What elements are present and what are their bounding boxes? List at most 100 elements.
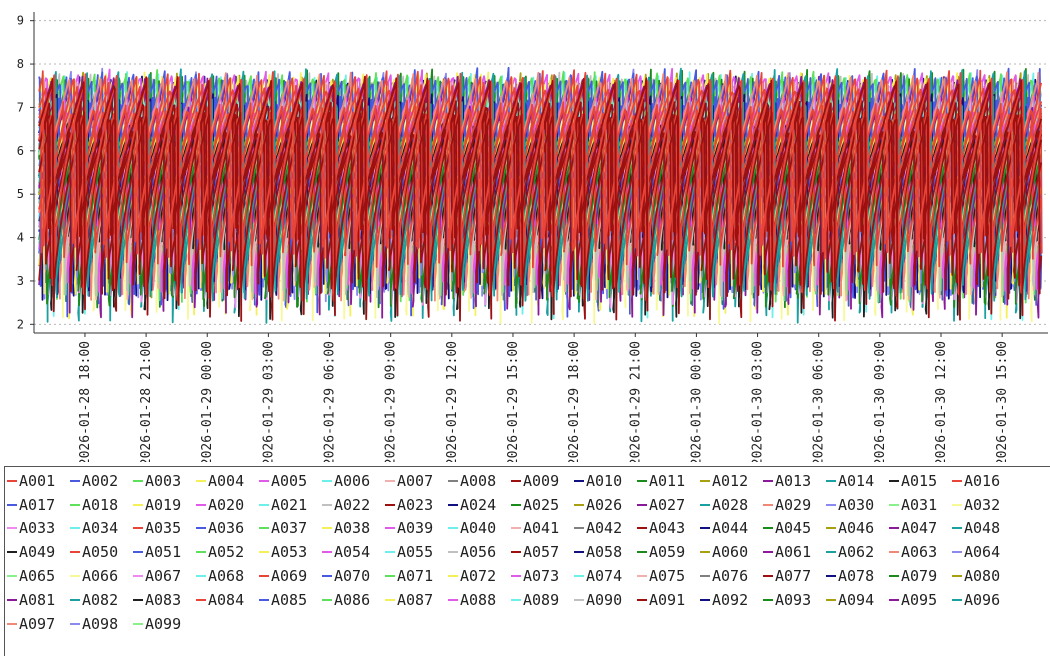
legend-swatch bbox=[700, 479, 710, 482]
legend-swatch bbox=[700, 527, 710, 530]
legend-item-A001: A001 bbox=[7, 469, 70, 493]
legend-item-A012: A012 bbox=[700, 469, 763, 493]
legend-swatch bbox=[196, 551, 206, 554]
legend-label: A059 bbox=[649, 543, 686, 562]
legend-swatch bbox=[574, 503, 584, 506]
legend-label: A091 bbox=[649, 590, 686, 609]
legend-item-A036: A036 bbox=[196, 517, 259, 541]
legend-label: A004 bbox=[208, 471, 245, 490]
legend-swatch bbox=[574, 598, 584, 601]
legend-label: A002 bbox=[82, 471, 119, 490]
legend-item-A053: A053 bbox=[259, 540, 322, 564]
legend-label: A018 bbox=[82, 495, 119, 514]
legend-label: A043 bbox=[649, 519, 686, 538]
legend-swatch bbox=[448, 575, 458, 578]
x-tick-label: 2026-01-30 09:00 bbox=[873, 341, 888, 462]
y-tick-label: 7 bbox=[17, 100, 24, 114]
legend-item-A033: A033 bbox=[7, 517, 70, 541]
legend-item-A024: A024 bbox=[448, 493, 511, 517]
legend-item-A098: A098 bbox=[70, 612, 133, 636]
x-tick-label: 2026-01-28 21:00 bbox=[139, 341, 154, 462]
legend-label: A030 bbox=[838, 495, 875, 514]
legend-label: A070 bbox=[334, 567, 371, 586]
legend-swatch bbox=[385, 575, 395, 578]
legend-item-A079: A079 bbox=[889, 564, 952, 588]
legend-label: A013 bbox=[775, 471, 812, 490]
legend-swatch bbox=[259, 551, 269, 554]
legend-swatch bbox=[196, 575, 206, 578]
legend-swatch bbox=[637, 503, 647, 506]
legend-label: A086 bbox=[334, 590, 371, 609]
x-tick-label: 2026-01-29 18:00 bbox=[567, 341, 582, 462]
legend-swatch bbox=[259, 503, 269, 506]
legend-label: A006 bbox=[334, 471, 371, 490]
legend-item-A045: A045 bbox=[763, 517, 826, 541]
legend-item-A087: A087 bbox=[385, 588, 448, 612]
legend-label: A028 bbox=[712, 495, 749, 514]
legend-swatch bbox=[889, 598, 899, 601]
legend-item-A027: A027 bbox=[637, 493, 700, 517]
y-tick-label: 8 bbox=[17, 57, 24, 71]
legend-label: A025 bbox=[523, 495, 560, 514]
legend-swatch bbox=[826, 527, 836, 530]
legend-item-A057: A057 bbox=[511, 540, 574, 564]
legend-item-A052: A052 bbox=[196, 540, 259, 564]
legend-item-A072: A072 bbox=[448, 564, 511, 588]
legend-label: A008 bbox=[460, 471, 497, 490]
legend-swatch bbox=[70, 622, 80, 625]
legend-swatch bbox=[763, 575, 773, 578]
legend-label: A017 bbox=[19, 495, 56, 514]
legend-item-A078: A078 bbox=[826, 564, 889, 588]
legend-label: A088 bbox=[460, 590, 497, 609]
y-tick-label: 4 bbox=[17, 231, 24, 245]
legend-item-A054: A054 bbox=[322, 540, 385, 564]
legend-item-A018: A018 bbox=[70, 493, 133, 517]
legend-swatch bbox=[889, 503, 899, 506]
legend-swatch bbox=[574, 479, 584, 482]
legend-swatch bbox=[70, 479, 80, 482]
legend-swatch bbox=[511, 551, 521, 554]
legend-swatch bbox=[511, 527, 521, 530]
legend-swatch bbox=[7, 479, 17, 482]
x-tick-label: 2026-01-30 06:00 bbox=[812, 341, 827, 462]
legend-swatch bbox=[133, 527, 143, 530]
legend-label: A047 bbox=[901, 519, 938, 538]
legend-label: A096 bbox=[964, 590, 1001, 609]
legend-item-A064: A064 bbox=[952, 540, 1015, 564]
legend-swatch bbox=[7, 598, 17, 601]
legend-swatch bbox=[259, 479, 269, 482]
legend-label: A093 bbox=[775, 590, 812, 609]
legend-item-A066: A066 bbox=[70, 564, 133, 588]
legend-label: A055 bbox=[397, 543, 434, 562]
legend-swatch bbox=[133, 575, 143, 578]
legend-label: A010 bbox=[586, 471, 623, 490]
series-line-A069 bbox=[38, 71, 1043, 279]
legend-swatch bbox=[70, 598, 80, 601]
x-tick-label: 2026-01-30 03:00 bbox=[751, 341, 766, 462]
legend-item-A031: A031 bbox=[889, 493, 952, 517]
legend-label: A098 bbox=[82, 614, 119, 633]
y-tick-label: 2 bbox=[17, 317, 24, 331]
legend-swatch bbox=[637, 479, 647, 482]
legend-swatch bbox=[637, 551, 647, 554]
legend-item-A005: A005 bbox=[259, 469, 322, 493]
legend-label: A041 bbox=[523, 519, 560, 538]
legend-label: A099 bbox=[145, 614, 182, 633]
legend-item-A077: A077 bbox=[763, 564, 826, 588]
series-lines bbox=[38, 66, 1043, 325]
x-axis-ticks: 2026-01-28 18:00 2026-01-28 21:00 2026-01-… bbox=[78, 333, 1010, 462]
legend-swatch bbox=[952, 598, 962, 601]
legend-label: A084 bbox=[208, 590, 245, 609]
legend-swatch bbox=[196, 527, 206, 530]
legend-item-A075: A075 bbox=[637, 564, 700, 588]
legend-swatch bbox=[763, 527, 773, 530]
legend-item-A062: A062 bbox=[826, 540, 889, 564]
legend-item-A090: A090 bbox=[574, 588, 637, 612]
legend-label: A052 bbox=[208, 543, 245, 562]
legend-swatch bbox=[637, 598, 647, 601]
legend-item-A093: A093 bbox=[763, 588, 826, 612]
legend-label: A063 bbox=[901, 543, 938, 562]
legend-swatch bbox=[826, 575, 836, 578]
legend-label: A082 bbox=[82, 590, 119, 609]
legend-swatch bbox=[763, 598, 773, 601]
